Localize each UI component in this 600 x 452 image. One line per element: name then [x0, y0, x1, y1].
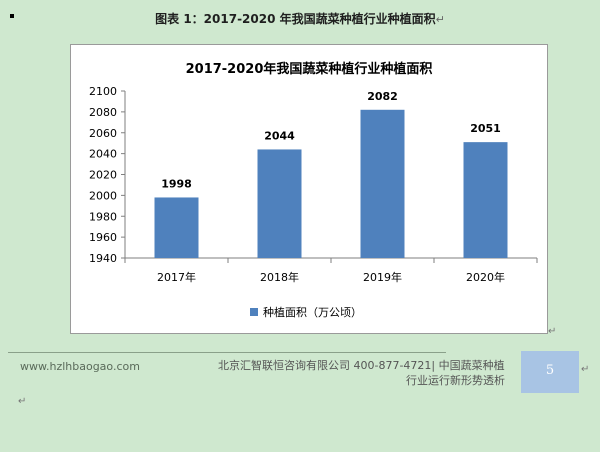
bar	[360, 109, 405, 258]
y-tick-label: 2020	[89, 169, 117, 182]
chart-legend: 种植面积（万公顷）	[250, 305, 362, 319]
paragraph-mark-4: ↵	[18, 396, 27, 407]
paragraph-mark-2: ↵	[548, 326, 557, 337]
footer-company: 北京汇智联恒咨询有限公司 400-877-4721| 中国蔬菜种植 行业运行新形…	[218, 358, 518, 388]
data-label: 2082	[367, 90, 398, 103]
footer-company-line1: 北京汇智联恒咨询有限公司 400-877-4721| 中国蔬菜种植	[218, 359, 505, 372]
data-label: 2044	[264, 129, 295, 142]
x-tick-label: 2019年	[363, 270, 402, 284]
legend-swatch	[250, 308, 258, 316]
y-tick-label: 2000	[89, 189, 117, 202]
y-tick-label: 1980	[89, 210, 117, 223]
x-tick-label: 2017年	[157, 270, 196, 284]
data-label: 1998	[161, 177, 192, 190]
y-tick-label: 2040	[89, 148, 117, 161]
chart-container: 2017-2020年我国蔬菜种植行业种植面积 1940 1960 1980 2000 2…	[70, 44, 548, 334]
bar	[463, 142, 508, 258]
y-tick-label: 2100	[89, 85, 117, 98]
x-tick-label: 2020年	[466, 270, 505, 284]
bar-chart: 2017-2020年我国蔬菜种植行业种植面积 1940 1960 1980 2000 2…	[89, 61, 538, 319]
footer-company-line2: 行业运行新形势透析	[406, 374, 505, 387]
footer-url[interactable]: www.hzlhbaogao.com	[20, 360, 140, 373]
y-tick-label: 1940	[89, 252, 117, 265]
y-tick-label: 1960	[89, 231, 117, 244]
figure-caption: 图表 1：2017-2020 年我国蔬菜种植行业种植面积↵	[0, 10, 600, 27]
paragraph-mark: ↵	[435, 13, 445, 26]
chart-title: 2017-2020年我国蔬菜种植行业种植面积	[186, 61, 433, 77]
page-number-box: 5	[521, 351, 579, 393]
page-number: 5	[545, 363, 555, 378]
figure-caption-text: 图表 1：2017-2020 年我国蔬菜种植行业种植面积	[155, 12, 436, 26]
legend-label: 种植面积（万公顷）	[263, 305, 362, 319]
data-label: 2051	[470, 122, 501, 135]
x-tick-label: 2018年	[260, 270, 299, 284]
footer-divider	[8, 352, 446, 353]
y-tick-label: 2060	[89, 127, 117, 140]
y-tick-label: 2080	[89, 106, 117, 119]
bar	[154, 197, 199, 258]
list-bullet	[10, 14, 14, 18]
paragraph-mark-3: ↵	[581, 364, 590, 375]
plot-area: 1940 1960 1980 2000 2020 2040 2060 2080 2100 1998…	[89, 85, 538, 284]
bar	[257, 149, 302, 258]
